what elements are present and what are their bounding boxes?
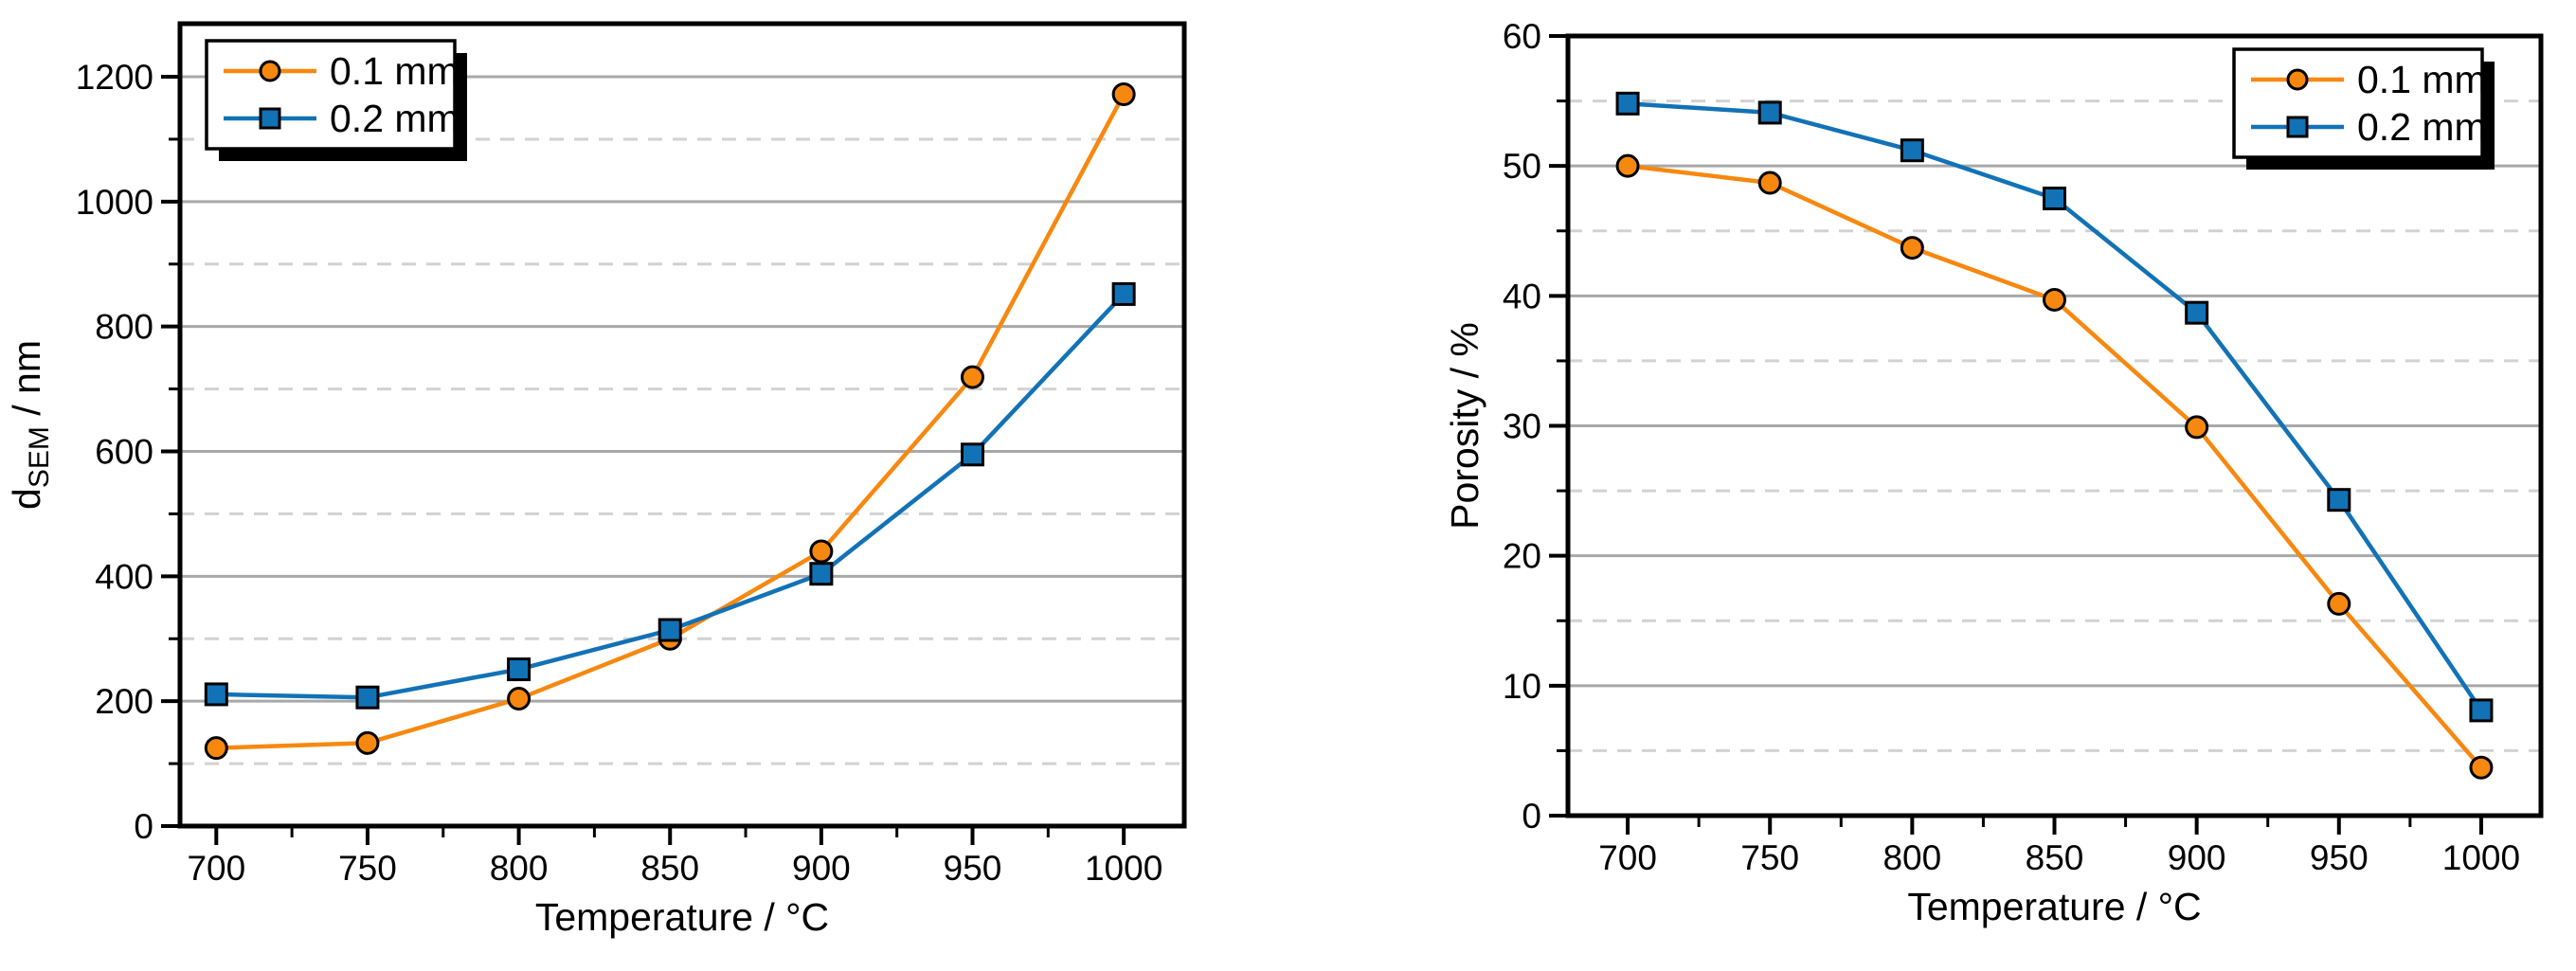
y-axis-title: dSEM / nm: [5, 340, 55, 510]
y-tick-label: 30: [1503, 407, 1541, 446]
data-point-marker: [658, 618, 682, 642]
x-tick-label: 1000: [2442, 838, 2520, 877]
legend-label: 0.1 mm: [330, 49, 459, 93]
data-point-marker: [2043, 186, 2066, 210]
x-tick-label: 950: [2310, 838, 2369, 877]
minor-gridlines: [180, 137, 1184, 765]
y-tick-label: 40: [1503, 277, 1541, 315]
legend-label: 0.1 mm: [2357, 58, 2487, 101]
y-tick-label: 600: [95, 433, 153, 472]
y-tick-label: 60: [1503, 17, 1541, 56]
data-point-marker: [1900, 236, 1924, 261]
x-tick-label: 900: [2168, 838, 2226, 877]
data-point-marker: [1615, 153, 1640, 178]
data-point-marker: [1111, 81, 1136, 106]
series-0-1-mm: [204, 81, 1136, 761]
x-tick-label: 750: [1740, 838, 1799, 877]
data-point-marker: [1757, 100, 1782, 125]
major-gridlines: [180, 75, 1184, 703]
data-point-marker: [2327, 591, 2351, 616]
y-tick-label: 800: [95, 308, 153, 347]
dsem-chart-svg: 700 750 800 850 900 950 1000 0 200 400 600 800 1000 1…: [5, 21, 1187, 939]
x-tick-label: 1000: [1085, 849, 1162, 888]
legend-marker-square: [259, 107, 281, 130]
y-tick-label: 400: [95, 557, 153, 596]
x-tick-label: 850: [2026, 838, 2084, 877]
y-axis-ticks: 0 200 400 600 800 1000 1200: [76, 58, 180, 846]
legend: 0.1 mm0.2 mm: [2232, 47, 2495, 170]
y-tick-label: 10: [1503, 667, 1541, 706]
data-point-marker: [1757, 171, 1782, 195]
porosity-chart: 700 750 800 850 900 950 1000 0 10 20 30 40 50 60 Tempe…: [1326, 0, 2576, 971]
data-point-marker: [2185, 300, 2209, 325]
data-point-marker: [1615, 91, 1640, 116]
y-tick-label: 0: [1522, 797, 1541, 836]
dsem-chart: 700 750 800 850 900 950 1000 0 200 400 600 800 1000 1…: [5, 21, 1187, 939]
x-axis-ticks: 700 750 800 850 900 950 1000: [187, 826, 1162, 888]
y-tick-label: 1000: [76, 183, 153, 222]
x-tick-label: 800: [1882, 838, 1941, 877]
y-tick-label: 200: [95, 682, 153, 721]
data-point-marker: [2469, 698, 2494, 723]
x-tick-label: 900: [792, 849, 851, 888]
data-point-marker: [204, 736, 228, 761]
data-point-marker: [2185, 415, 2209, 440]
y-axis-title: Porosity / %: [1443, 322, 1486, 530]
data-point-marker: [355, 730, 380, 755]
legend-label: 0.2 mm: [2357, 105, 2487, 149]
axes: 700 750 800 850 900 950 1000 0 10 20 30 40 50 60 Tempe…: [1443, 17, 2544, 928]
data-point-marker: [204, 682, 228, 707]
major-gridlines: [1568, 164, 2541, 688]
x-axis-ticks: 700 750 800 850 900 950 1000: [1598, 816, 2520, 877]
legend-marker-square: [2286, 116, 2309, 138]
x-tick-label: 700: [187, 849, 245, 888]
data-point-marker: [961, 365, 985, 389]
x-tick-label: 850: [640, 849, 699, 888]
data-point-marker: [2469, 755, 2494, 780]
x-axis-title: Temperature / °C: [535, 895, 829, 939]
data-point-marker: [355, 685, 380, 710]
data-point-marker: [1900, 138, 1924, 163]
porosity-chart-svg: 700 750 800 850 900 950 1000 0 10 20 30 40 50 60 Tempe…: [1443, 17, 2544, 928]
data-point-marker: [1111, 281, 1136, 306]
series-0-2-mm: [1615, 91, 2494, 723]
data-point-marker: [507, 657, 531, 682]
x-axis-title: Temperature / °C: [1907, 885, 2201, 928]
legend-marker-circle: [2286, 68, 2309, 91]
legend-label: 0.2 mm: [330, 97, 459, 140]
series-0-2-mm: [204, 281, 1136, 710]
data-point-marker: [809, 562, 834, 586]
x-tick-label: 700: [1598, 838, 1657, 877]
data-point-marker: [2043, 287, 2066, 312]
legend-marker-circle: [259, 60, 281, 82]
data-point-marker: [507, 687, 531, 711]
x-tick-label: 800: [490, 849, 549, 888]
axes: 700 750 800 850 900 950 1000 0 200 400 600 800 1000 1…: [5, 21, 1187, 939]
x-tick-label: 750: [338, 849, 397, 888]
series-0-1-mm: [1615, 153, 2494, 780]
y-tick-label: 20: [1503, 537, 1541, 576]
y-tick-label: 0: [134, 807, 153, 846]
legend: 0.1 mm0.2 mm: [205, 39, 467, 161]
y-tick-label: 50: [1503, 147, 1541, 186]
y-tick-label: 1200: [76, 58, 153, 97]
data-point-marker: [961, 442, 985, 467]
y-axis-ticks: 0 10 20 30 40 50 60: [1503, 17, 1568, 836]
data-point-marker: [809, 539, 834, 564]
x-tick-label: 950: [944, 849, 1002, 888]
data-point-marker: [2327, 488, 2351, 512]
